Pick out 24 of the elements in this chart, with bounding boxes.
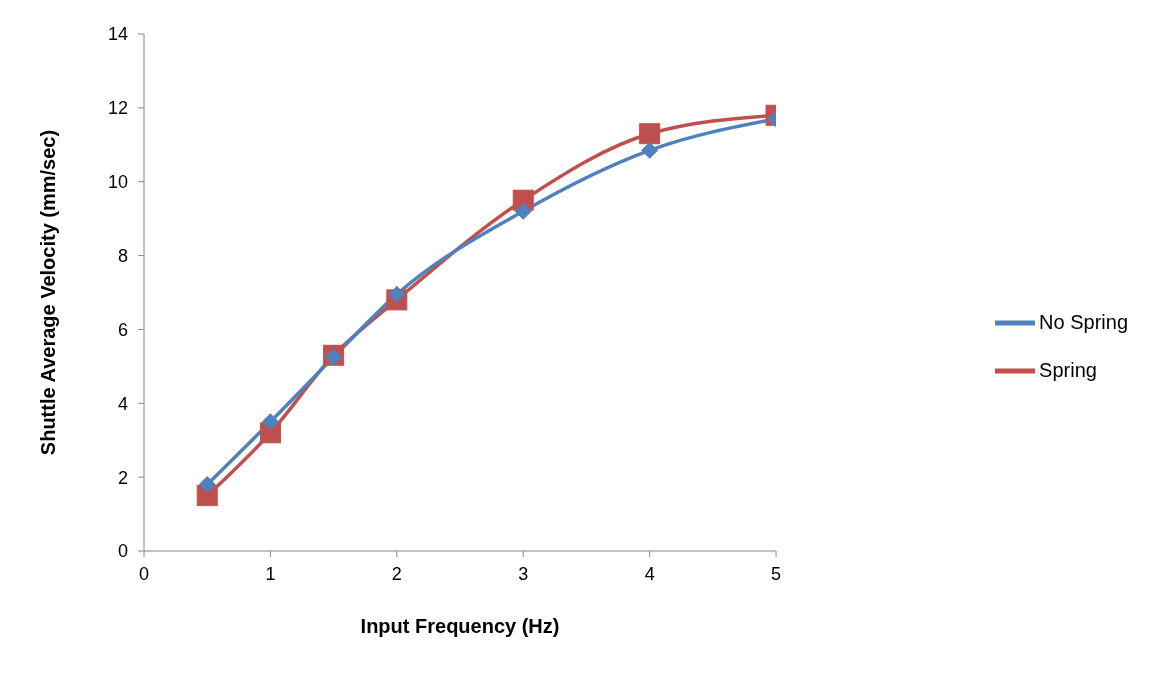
x-tick-label: 5	[771, 563, 782, 584]
legend-label: No Spring	[1039, 310, 1128, 333]
y-tick-label: 10	[107, 172, 128, 193]
x-tick-label: 0	[138, 563, 150, 584]
y-tick-label: 12	[107, 98, 128, 119]
x-axis-title: Input Frequency (Hz)	[360, 615, 560, 637]
x-tick-label: 4	[644, 563, 655, 584]
y-axis-title: Shuttle Average Velocity (mm/sec)	[37, 129, 60, 456]
legend-label: Spring	[1039, 358, 1097, 381]
y-tick-label: 0	[117, 541, 128, 562]
y-tick-label: 2	[117, 467, 128, 488]
point	[514, 202, 532, 220]
x-tick-label: 2	[391, 563, 402, 584]
y-tick-label: 14	[107, 24, 128, 45]
point	[198, 476, 216, 494]
point	[388, 285, 406, 303]
x-tick-label: 3	[518, 563, 529, 584]
y-tick-label: 8	[117, 245, 128, 266]
y-tick-label: 4	[117, 393, 128, 414]
point	[261, 413, 279, 431]
point	[641, 141, 659, 159]
y-tick-label: 6	[117, 319, 128, 340]
x-tick-label: 1	[265, 563, 276, 584]
point	[639, 123, 661, 145]
